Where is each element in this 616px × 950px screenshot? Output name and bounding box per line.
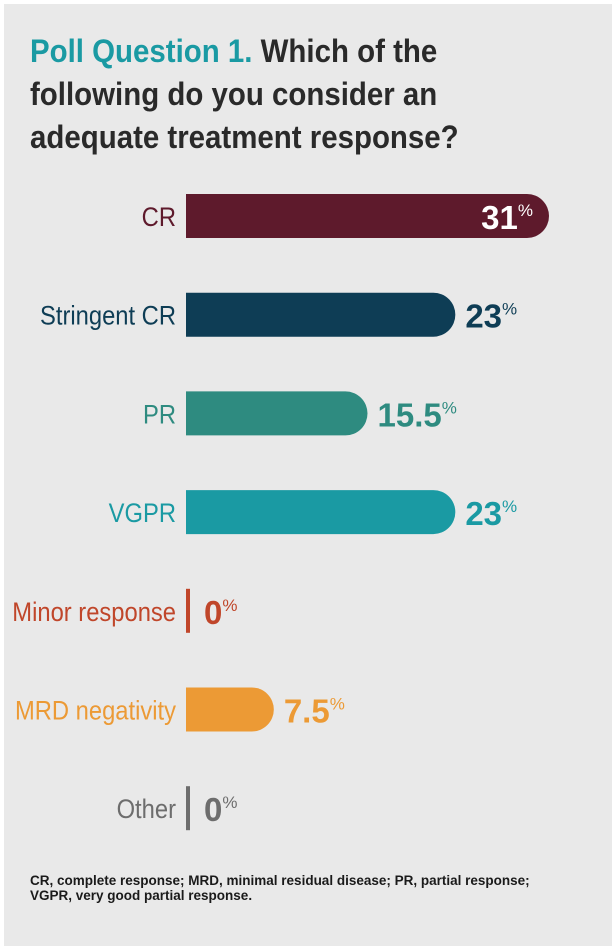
- category-label: Minor response: [12, 597, 176, 627]
- chart-panel: [4, 4, 612, 946]
- bar-row: CR 31%: [142, 194, 549, 238]
- bar: [186, 490, 456, 535]
- value-label: 0%: [204, 791, 237, 828]
- value-label: 0%: [204, 594, 237, 631]
- chart-title: Poll Question 1. Which of the following …: [30, 30, 545, 159]
- category-label: VGPR: [109, 499, 176, 529]
- bar-row: Stringent CR 23%: [40, 292, 517, 337]
- value-label: 7.5%: [284, 693, 345, 730]
- bar-row: Minor response 0%: [12, 588, 237, 633]
- bar: [186, 194, 549, 238]
- bar-row: VGPR 23%: [109, 490, 517, 535]
- category-label: MRD negativity: [15, 696, 176, 726]
- bar: [186, 292, 456, 337]
- value-label: 23%: [465, 495, 517, 532]
- category-label: PR: [143, 400, 176, 430]
- bar-chart: CR 31% Stringent CR 23% PR 15.5% VGPR 23% Minor …: [12, 194, 549, 831]
- bar: [186, 786, 190, 831]
- bar-row: MRD negativity 7.5%: [15, 687, 345, 732]
- footnote: CR, complete response; MRD, minimal resi…: [30, 873, 530, 903]
- title-text: Which of the following do you consider a…: [30, 33, 459, 155]
- value-label: 15.5%: [378, 396, 457, 433]
- category-label: Other: [117, 795, 177, 825]
- value-label: 23%: [465, 298, 517, 335]
- bar: [186, 391, 368, 436]
- category-label: Stringent CR: [40, 301, 176, 331]
- value-label: 31%: [481, 199, 533, 236]
- title-lead: Poll Question 1.: [30, 33, 253, 69]
- bar: [186, 588, 190, 633]
- category-label: CR: [142, 203, 176, 233]
- bar-row: PR 15.5%: [143, 391, 457, 436]
- bar-row: Other 0%: [117, 786, 237, 831]
- bar: [186, 687, 274, 732]
